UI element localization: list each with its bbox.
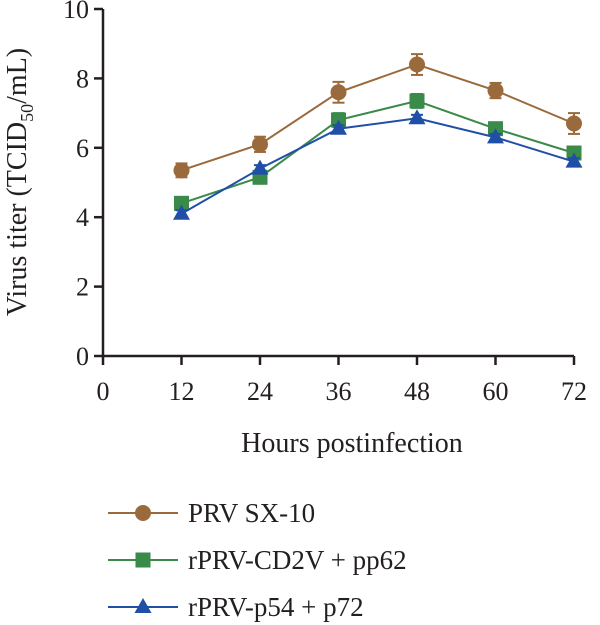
data-point	[408, 109, 426, 125]
legend-marker	[135, 505, 151, 521]
legend-label: rPRV-p54 + p72	[188, 592, 364, 622]
data-point	[409, 93, 425, 109]
data-point	[330, 119, 347, 135]
data-point	[330, 84, 347, 101]
x-tick-label: 72	[561, 377, 587, 406]
y-axis-label-subscript: 50	[17, 104, 37, 122]
series-line	[181, 117, 575, 215]
y-tick-label: 6	[76, 134, 89, 163]
legend-item-1: PRV SX-10	[108, 498, 315, 528]
legend-marker	[135, 552, 151, 568]
x-tick-label: 48	[404, 377, 430, 406]
data-point	[252, 136, 268, 153]
series-line	[181, 99, 575, 205]
data-point	[487, 128, 504, 144]
legend-label: PRV SX-10	[188, 498, 315, 528]
chart-legend: PRV SX-10 rPRV-CD2V + pp62 rPRV-p54 + p72	[108, 498, 407, 622]
data-point	[173, 162, 190, 179]
legend-label: rPRV-CD2V + pp62	[188, 545, 407, 575]
series-line	[181, 63, 575, 172]
data-point	[409, 56, 425, 73]
y-tick-label: 10	[63, 0, 89, 24]
legend-marker	[134, 598, 152, 613]
x-tick-label: 36	[326, 377, 352, 406]
x-tick-label: 12	[169, 377, 195, 406]
y-tick-label: 2	[76, 273, 89, 302]
series-1	[173, 53, 582, 179]
legend-item-3: rPRV-p54 + p72	[108, 592, 364, 622]
data-point	[487, 82, 504, 99]
y-axis-label-end: /mL)	[2, 48, 33, 104]
y-tick-label: 8	[76, 64, 89, 93]
data-point	[251, 159, 269, 175]
y-axis-label: Virus titer (TCID50/mL)	[2, 48, 37, 316]
y-axis-label-main: Virus titer (TCID	[2, 122, 33, 316]
series-3	[173, 109, 583, 220]
x-tick-label: 24	[247, 377, 273, 406]
chart-series	[173, 53, 583, 220]
data-point	[566, 115, 582, 132]
legend-item-2: rPRV-CD2V + pp62	[108, 545, 407, 575]
y-tick-label: 0	[76, 342, 89, 371]
data-point	[173, 204, 190, 220]
x-tick-label: 0	[97, 377, 110, 406]
x-tick-label: 60	[483, 377, 509, 406]
data-point	[565, 152, 583, 168]
y-tick-label: 4	[76, 203, 89, 232]
x-axis-label: Hours postinfection	[241, 428, 463, 459]
data-point	[174, 195, 189, 211]
